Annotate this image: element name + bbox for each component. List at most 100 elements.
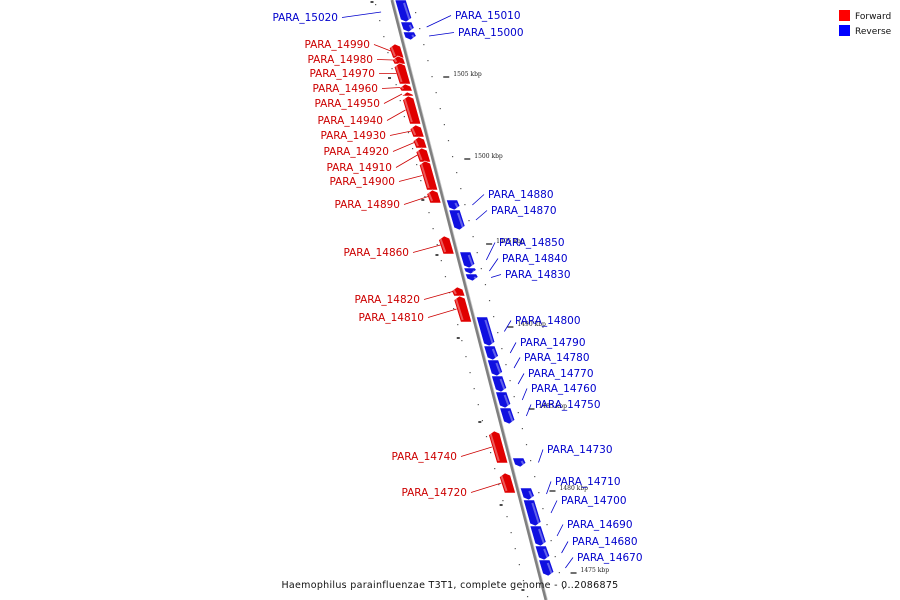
label-leader [561, 541, 569, 554]
track-dot [416, 164, 418, 166]
track-dot [391, 68, 393, 70]
gene-shade [402, 93, 406, 96]
track-dot [440, 260, 442, 262]
dot-layer [370, 1, 565, 598]
track-dot [432, 228, 434, 230]
forward-gene-label: PARA_14980 [307, 54, 373, 66]
track-dot [542, 508, 544, 510]
gene-shade [543, 548, 549, 559]
gene-block [438, 235, 455, 255]
track-dot [476, 252, 478, 254]
gene-shade [503, 394, 510, 407]
label-leader [538, 449, 544, 463]
track-dot [490, 452, 492, 454]
track-dot [383, 36, 385, 38]
gene-block [394, 0, 412, 23]
reverse-gene-label: PARA_14690 [567, 519, 633, 531]
reverse-gene-label: PARA_14680 [572, 536, 638, 548]
track-dot [513, 396, 515, 398]
forward-gene [391, 55, 406, 65]
track-dot [468, 220, 470, 222]
figure-caption: Haemophilus parainfluenzae T3T1, complet… [281, 580, 618, 591]
label-leader [509, 342, 517, 354]
tick-label: 1490 kbp [517, 321, 546, 328]
track-dot [436, 244, 438, 246]
forward-gene [409, 124, 425, 138]
reverse-gene [499, 407, 516, 425]
forward-gene-label: PARA_14910 [326, 162, 392, 174]
tick-label: 1505 kbp [453, 71, 482, 78]
reverse-gene-label: PARA_14790 [520, 337, 586, 349]
label-leader [386, 109, 406, 121]
gene-block [402, 95, 422, 125]
gene-shade [467, 254, 474, 267]
genome-backbone [390, 0, 548, 600]
track-dot [415, 12, 417, 14]
gene-shade [393, 58, 398, 63]
track-dot [509, 380, 511, 382]
reverse-gene [463, 267, 477, 275]
gene-block [483, 345, 499, 361]
gene-block [415, 147, 431, 163]
reverse-gene-label: PARA_14840 [502, 253, 568, 265]
forward-gene [438, 235, 455, 255]
gene-shade [400, 86, 405, 90]
track-dot [439, 108, 441, 110]
track-dot [522, 580, 525, 582]
forward-gene-label: PARA_14990 [304, 39, 370, 51]
reverse-gene-label: PARA_14700 [561, 495, 627, 507]
forward-gene [400, 91, 415, 97]
track-dot [562, 588, 565, 590]
reverse-gene [538, 559, 555, 577]
backbone-highlight [393, 0, 548, 600]
reverse-gene [445, 199, 461, 211]
reverse-gene [491, 375, 507, 393]
gene-shade [414, 139, 419, 147]
label-leader [341, 11, 382, 18]
gene-block [512, 457, 527, 468]
gene-shade [439, 238, 447, 253]
gene-shade [507, 410, 514, 423]
gene-block [464, 273, 479, 282]
track-dot [546, 524, 548, 526]
reverse-gene-label: PARA_14770 [528, 368, 594, 380]
gene-shade [500, 475, 508, 492]
forward-gene [393, 62, 411, 85]
track-dot [485, 436, 488, 438]
gene-shade [489, 433, 500, 462]
reverse-gene-label: PARA_14760 [531, 383, 597, 395]
track-dot [473, 388, 475, 390]
gene-shade [456, 212, 464, 229]
reverse-gene-label: PARA_14830 [505, 269, 571, 281]
forward-gene [499, 472, 516, 494]
track-dot [428, 212, 430, 214]
gene-shade [495, 362, 502, 375]
gene-block [534, 545, 551, 561]
legend-reverse-swatch [839, 25, 850, 36]
track-dot [424, 196, 426, 198]
reverse-gene [464, 273, 479, 282]
gene-shade [499, 378, 506, 391]
label-leader [472, 194, 485, 206]
reverse-gene-label: PARA_14730 [547, 444, 613, 456]
reverse-gene-label: PARA_15010 [455, 10, 521, 22]
gene-shade [484, 319, 494, 345]
reverse-gene [448, 209, 466, 231]
gene-block [488, 430, 509, 464]
gene-shade [531, 502, 540, 525]
label-leader [398, 175, 423, 182]
forward-gene [412, 136, 428, 149]
legend-reverse-label: Reverse [855, 27, 892, 37]
track-dot [558, 572, 560, 574]
reverse-gene-label: PARA_15020 [272, 12, 338, 24]
track-dot [431, 76, 433, 78]
forward-gene [426, 189, 442, 204]
forward-gene [399, 83, 413, 92]
label-leader [490, 274, 502, 278]
gene-block [463, 267, 477, 275]
forward-gene [418, 160, 439, 191]
label-leader [565, 557, 574, 569]
track-dot [530, 460, 532, 462]
reverse-gene [512, 457, 527, 468]
gene-block [402, 31, 417, 41]
